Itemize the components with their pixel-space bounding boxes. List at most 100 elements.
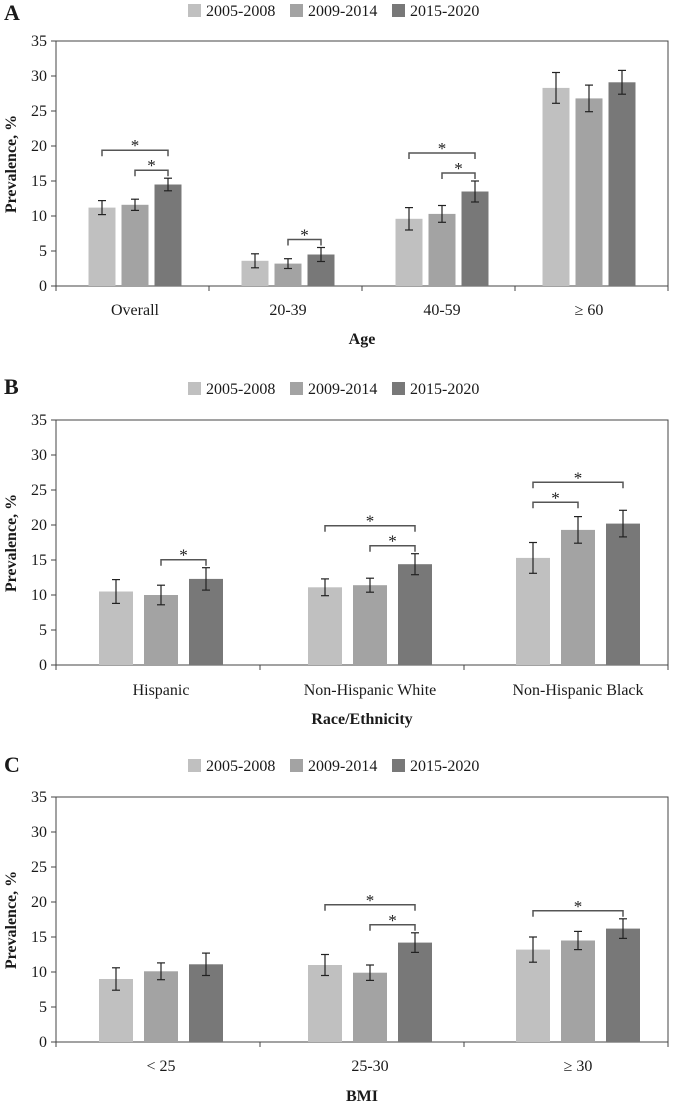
panel-b: B 2005-2008 2009-2014 2015-2020 0 5 10 15 20 25 30… bbox=[3, 374, 669, 728]
significance-brackets: * * * * * bbox=[160, 468, 624, 566]
y-axis-title: Prevalence, % bbox=[3, 871, 20, 969]
significance-bracket bbox=[369, 924, 416, 931]
x-category-label: Hispanic bbox=[133, 682, 190, 699]
significance-star: * bbox=[574, 897, 583, 916]
significance-star: * bbox=[147, 156, 156, 175]
significance-bracket bbox=[324, 524, 416, 532]
y-axis-title: Prevalence, % bbox=[3, 115, 20, 213]
panel-c: C 2005-2008 2009-2014 2015-2020 0 5 10 15 20 25 30… bbox=[3, 752, 669, 1103]
bar bbox=[561, 529, 595, 665]
bar bbox=[88, 207, 116, 286]
significance-bracket bbox=[532, 501, 579, 509]
x-category-label: Non-Hispanic White bbox=[304, 682, 437, 699]
legend-swatch bbox=[290, 382, 303, 395]
significance-bracket bbox=[287, 238, 322, 246]
y-tick-label: 0 bbox=[39, 278, 47, 295]
y-tick-label: 10 bbox=[31, 208, 47, 225]
bar bbox=[461, 191, 489, 286]
significance-bracket bbox=[532, 910, 624, 917]
x-axis-title: BMI bbox=[346, 1088, 378, 1103]
x-category-label: Non-Hispanic Black bbox=[512, 682, 643, 699]
y-tick-label: 15 bbox=[31, 929, 47, 946]
x-axis-title: Age bbox=[349, 331, 376, 348]
significance-bracket bbox=[160, 558, 207, 566]
bar bbox=[398, 564, 432, 665]
legend-swatch bbox=[392, 382, 405, 395]
significance-brackets: * * * bbox=[324, 891, 624, 931]
bar bbox=[144, 595, 178, 665]
y-axis-title: Prevalence, % bbox=[3, 494, 20, 592]
legend-label: 2015-2020 bbox=[410, 381, 479, 398]
significance-bracket bbox=[408, 152, 476, 159]
significance-star: * bbox=[574, 468, 583, 487]
bar bbox=[606, 523, 640, 665]
bar bbox=[274, 263, 302, 286]
bar bbox=[542, 87, 570, 287]
x-category-label: 40-59 bbox=[423, 302, 460, 319]
x-category-label: ≥ 30 bbox=[564, 1058, 593, 1075]
y-tick-label: 10 bbox=[31, 964, 47, 981]
y-tick-label: 0 bbox=[39, 1034, 47, 1051]
legend: 2005-2008 2009-2014 2015-2020 bbox=[188, 3, 479, 20]
y-tick-label: 30 bbox=[31, 824, 47, 841]
legend-label: 2009-2014 bbox=[308, 381, 377, 398]
bar bbox=[189, 964, 223, 1042]
x-category-label: ≥ 60 bbox=[575, 302, 604, 319]
significance-star: * bbox=[366, 512, 375, 531]
bar bbox=[154, 184, 182, 286]
y-tick-label: 25 bbox=[31, 103, 47, 120]
significance-bracket bbox=[532, 481, 624, 489]
significance-brackets: * * * * * bbox=[101, 136, 476, 246]
y-tick-label: 35 bbox=[31, 412, 47, 429]
legend-swatch bbox=[188, 759, 201, 772]
bar bbox=[308, 965, 342, 1042]
x-category-label: 20-39 bbox=[269, 302, 306, 319]
y-tick-label: 5 bbox=[39, 999, 47, 1016]
legend-label: 2009-2014 bbox=[308, 3, 377, 20]
x-category-label: 25-30 bbox=[351, 1058, 388, 1075]
bar bbox=[353, 972, 387, 1042]
significance-bracket bbox=[101, 149, 169, 157]
y-tick-label: 35 bbox=[31, 789, 47, 806]
significance-star: * bbox=[366, 891, 375, 910]
legend-label: 2005-2008 bbox=[206, 758, 275, 775]
bar bbox=[561, 940, 595, 1042]
bar bbox=[189, 578, 223, 665]
significance-star: * bbox=[179, 546, 188, 565]
bar bbox=[428, 213, 456, 286]
significance-star: * bbox=[131, 136, 140, 155]
x-axis-title: Race/Ethnicity bbox=[311, 711, 412, 728]
legend-swatch bbox=[290, 4, 303, 17]
legend-label: 2005-2008 bbox=[206, 381, 275, 398]
significance-star: * bbox=[388, 911, 397, 930]
bar bbox=[606, 928, 640, 1042]
legend: 2005-2008 2009-2014 2015-2020 bbox=[188, 758, 479, 775]
panel-letter: A bbox=[4, 0, 20, 25]
legend-label: 2015-2020 bbox=[410, 3, 479, 20]
panel-letter: C bbox=[4, 752, 20, 777]
legend-label: 2009-2014 bbox=[308, 758, 377, 775]
panel-a: A 2005-2008 2009-2014 2015-2020 0 5 10 15 20 25 30… bbox=[3, 0, 669, 348]
legend-label: 2005-2008 bbox=[206, 3, 275, 20]
bar bbox=[144, 971, 178, 1042]
y-tick-label: 0 bbox=[39, 657, 47, 674]
y-axis: 0 5 10 15 20 25 30 35 bbox=[31, 789, 56, 1051]
legend-swatch bbox=[290, 759, 303, 772]
bars bbox=[99, 509, 640, 665]
significance-star: * bbox=[388, 532, 397, 551]
y-tick-label: 20 bbox=[31, 894, 47, 911]
bar bbox=[353, 585, 387, 665]
y-axis: 0 5 10 15 20 25 30 35 bbox=[31, 412, 56, 674]
legend-swatch bbox=[392, 759, 405, 772]
y-tick-label: 20 bbox=[31, 517, 47, 534]
x-category-label: < 25 bbox=[146, 1058, 175, 1075]
y-tick-label: 15 bbox=[31, 173, 47, 190]
bar bbox=[575, 98, 603, 287]
legend-swatch bbox=[188, 382, 201, 395]
bar bbox=[121, 204, 149, 286]
bar bbox=[398, 942, 432, 1042]
y-tick-label: 5 bbox=[39, 243, 47, 260]
significance-bracket bbox=[324, 904, 416, 911]
significance-bracket bbox=[134, 169, 169, 177]
